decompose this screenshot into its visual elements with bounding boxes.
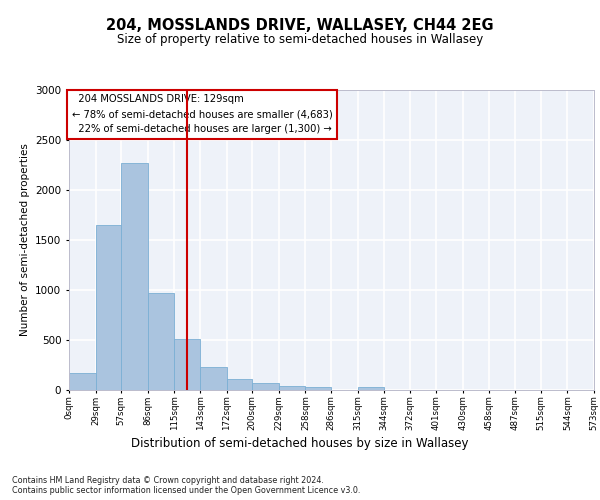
Text: Distribution of semi-detached houses by size in Wallasey: Distribution of semi-detached houses by …	[131, 438, 469, 450]
Text: 204, MOSSLANDS DRIVE, WALLASEY, CH44 2EG: 204, MOSSLANDS DRIVE, WALLASEY, CH44 2EG	[106, 18, 494, 32]
Bar	[95, 225, 121, 390]
Bar	[227, 378, 252, 390]
Y-axis label: Number of semi-detached properties: Number of semi-detached properties	[20, 144, 29, 336]
Bar	[200, 367, 227, 390]
Bar	[279, 386, 305, 390]
Text: 204 MOSSLANDS DRIVE: 129sqm
← 78% of semi-detached houses are smaller (4,683)
  : 204 MOSSLANDS DRIVE: 129sqm ← 78% of sem…	[71, 94, 332, 134]
Bar	[305, 387, 331, 390]
Bar	[148, 292, 175, 390]
Bar	[358, 387, 384, 390]
Bar	[121, 163, 148, 390]
Bar	[175, 339, 200, 390]
Text: Size of property relative to semi-detached houses in Wallasey: Size of property relative to semi-detach…	[117, 32, 483, 46]
Bar	[252, 382, 279, 390]
Text: Contains HM Land Registry data © Crown copyright and database right 2024.
Contai: Contains HM Land Registry data © Crown c…	[12, 476, 361, 495]
Bar	[69, 373, 95, 390]
